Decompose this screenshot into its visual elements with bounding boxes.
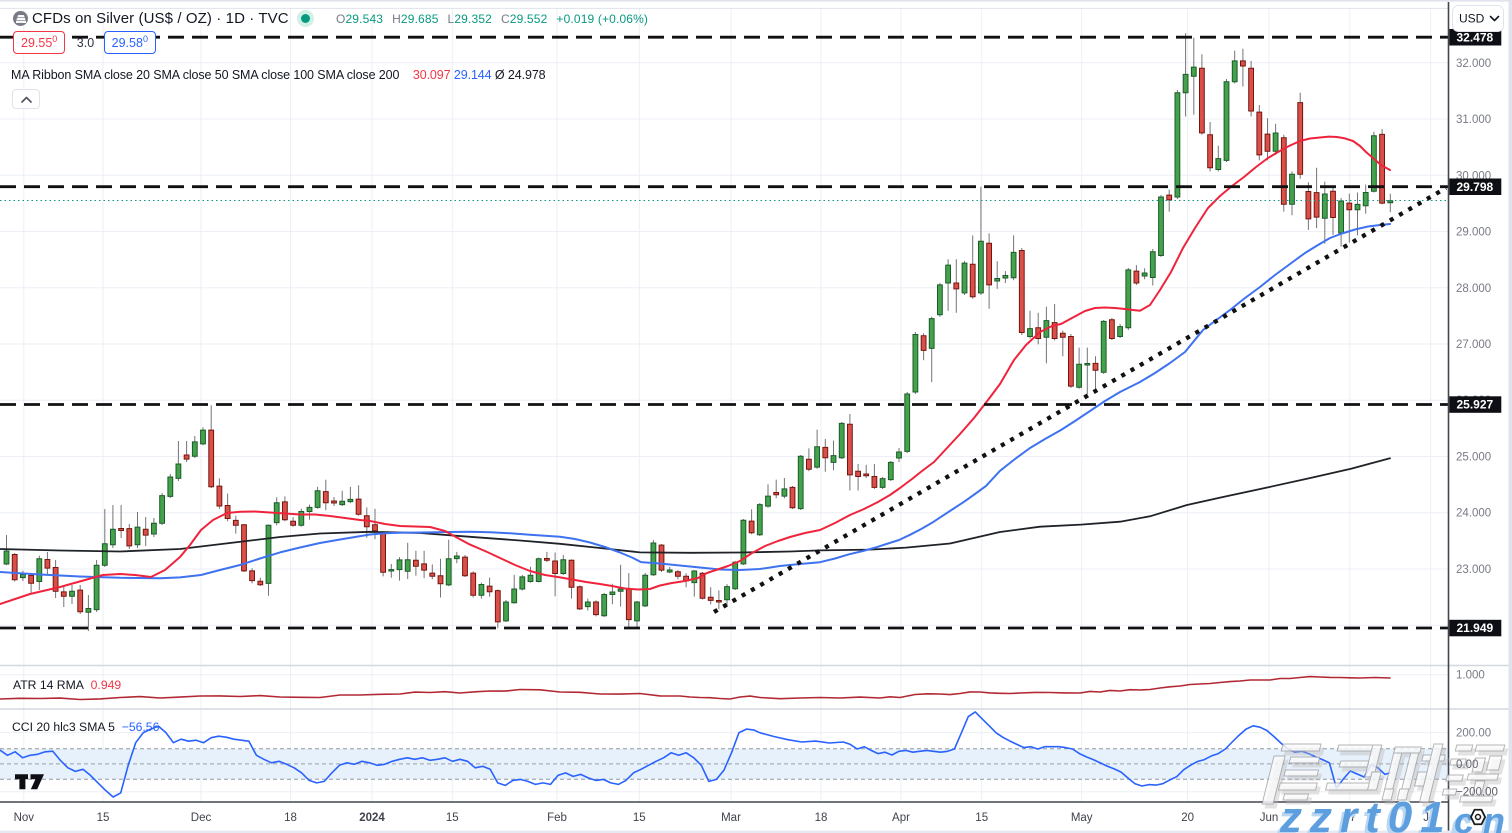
svg-text:21.949: 21.949: [1457, 621, 1494, 635]
svg-text:USD: USD: [1459, 12, 1485, 26]
svg-text:Jul: Jul: [1423, 812, 1438, 824]
svg-text:200.00: 200.00: [1456, 728, 1491, 740]
svg-text:25.000: 25.000: [1456, 452, 1491, 464]
svg-text:20: 20: [1181, 812, 1194, 824]
svg-text:18: 18: [815, 812, 828, 824]
svg-text:25.927: 25.927: [1457, 398, 1494, 412]
svg-text:May: May: [1071, 812, 1093, 824]
svg-text:29.798: 29.798: [1457, 180, 1494, 194]
svg-text:1.000: 1.000: [1456, 670, 1485, 682]
svg-text:15: 15: [633, 812, 646, 824]
svg-text:18: 18: [284, 812, 297, 824]
svg-text:Feb: Feb: [547, 812, 567, 824]
svg-text:Nov: Nov: [14, 812, 35, 824]
svg-text:29.000: 29.000: [1456, 227, 1491, 239]
svg-text:32.478: 32.478: [1457, 30, 1494, 44]
svg-text:Mar: Mar: [721, 812, 741, 824]
svg-text:Apr: Apr: [892, 812, 910, 824]
svg-text:0.00: 0.00: [1456, 759, 1478, 771]
svg-text:24.000: 24.000: [1456, 508, 1491, 520]
svg-text:Dec: Dec: [191, 812, 212, 824]
svg-text:15: 15: [97, 812, 110, 824]
svg-text:31.000: 31.000: [1456, 114, 1491, 126]
svg-text:28.000: 28.000: [1456, 283, 1491, 295]
svg-text:15: 15: [975, 812, 988, 824]
svg-text:23.000: 23.000: [1456, 564, 1491, 576]
svg-text:2024: 2024: [359, 812, 385, 824]
svg-text:15: 15: [446, 812, 459, 824]
svg-text:17: 17: [1343, 812, 1356, 824]
svg-text:32.000: 32.000: [1456, 58, 1491, 70]
svg-text:−200.00: −200.00: [1456, 787, 1498, 799]
svg-text:Jun: Jun: [1260, 812, 1279, 824]
svg-text:27.000: 27.000: [1456, 339, 1491, 351]
